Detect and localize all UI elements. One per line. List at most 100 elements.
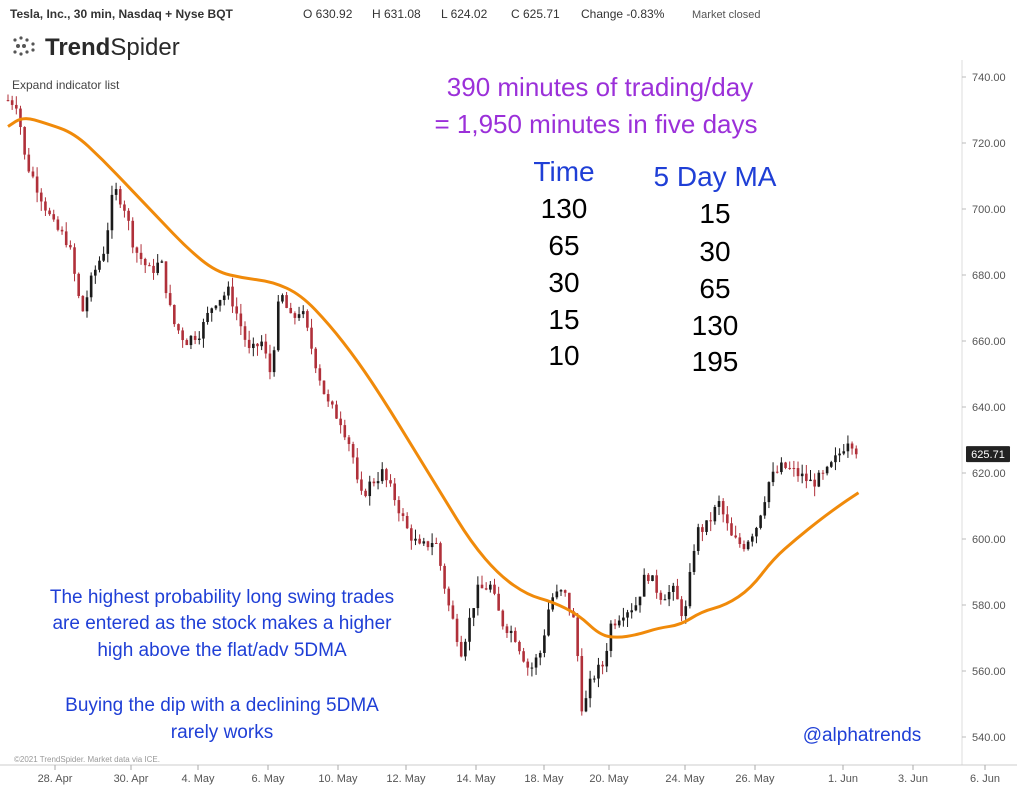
expand-indicator-list-link[interactable]: Expand indicator list [12, 78, 120, 92]
svg-text:625.71: 625.71 [971, 449, 1005, 461]
candle-body [11, 100, 14, 105]
candle-body [269, 354, 272, 373]
candle-body [206, 313, 209, 322]
candle-body [352, 444, 355, 457]
candle-body [447, 589, 450, 606]
candle-body [722, 501, 725, 514]
last-price-tag: 625.71 [966, 446, 1010, 462]
candle-body [626, 612, 629, 617]
candle-body [23, 127, 26, 155]
candle-body [797, 468, 800, 476]
candle-body [784, 462, 787, 467]
x-tick-label: 28. Apr [38, 773, 73, 785]
candle-body [689, 572, 692, 606]
x-tick-label: 6. May [251, 773, 285, 785]
candle-body [709, 520, 712, 521]
candle-body [502, 611, 505, 627]
candle-body [40, 193, 43, 202]
x-tick-label: 4. May [181, 773, 215, 785]
candle-body [763, 502, 766, 515]
candle-body [443, 566, 446, 589]
candle-body [601, 665, 604, 667]
time-value: 30 [548, 267, 579, 298]
candle-body [635, 605, 638, 610]
x-tick-label: 18. May [524, 773, 564, 785]
author-handle: @alphatrends [803, 725, 922, 746]
price-axis: 540.00560.00580.00600.00620.00640.00660.… [962, 72, 1006, 744]
candle-body [202, 322, 205, 339]
candle-body [343, 425, 346, 437]
candle-body [847, 444, 850, 452]
candle-body [639, 597, 642, 606]
candle-body [468, 618, 471, 642]
candle-body [348, 437, 351, 444]
candle-body [314, 349, 317, 369]
candle-body [564, 590, 567, 593]
candle-body [431, 543, 434, 547]
candle-body [277, 302, 280, 351]
candle-body [759, 516, 762, 528]
candle-body [398, 500, 401, 513]
candle-body [834, 455, 837, 462]
candle-body [481, 585, 484, 589]
y-tick-label: 640.00 [972, 402, 1006, 414]
candle-body [273, 350, 276, 372]
y-tick-label: 700.00 [972, 204, 1006, 216]
candle-body [248, 340, 251, 348]
candle-body [585, 698, 588, 711]
market-status: Market closed [692, 9, 760, 21]
candle-body [15, 105, 18, 109]
time-value: 10 [548, 340, 579, 371]
candle-body [52, 214, 55, 219]
candle-body [373, 482, 376, 484]
candle-body [593, 679, 596, 680]
candle-body [614, 624, 617, 626]
candle-body [231, 287, 234, 307]
time-column-header: Time [533, 156, 594, 187]
candle-body [331, 401, 334, 404]
candle-body [82, 296, 85, 311]
chart-symbol-label: Tesla, Inc., 30 min, Nasdaq + Nyse BQT [10, 7, 234, 21]
candle-body [788, 468, 791, 469]
candle-body [98, 261, 101, 270]
candle-body [131, 221, 134, 248]
candle-body [651, 575, 654, 581]
candle-body [506, 626, 509, 633]
candle-body [701, 527, 704, 532]
candle-body [427, 541, 430, 547]
candle-body [327, 394, 330, 401]
candle-body [826, 467, 829, 473]
x-tick-label: 3. Jun [898, 773, 928, 785]
candle-body [676, 586, 679, 599]
candle-body [772, 472, 775, 482]
candle-body [57, 220, 60, 230]
candle-body [830, 462, 833, 467]
candle-body [115, 189, 118, 195]
candle-body [86, 297, 89, 311]
candle-body [77, 274, 80, 296]
ma-column-header: 5 Day MA [654, 161, 777, 192]
candle-body [302, 311, 305, 314]
candle-body [697, 527, 700, 551]
y-tick-label: 740.00 [972, 72, 1006, 84]
candle-body [298, 314, 301, 318]
x-tick-label: 26. May [735, 773, 775, 785]
candle-body [152, 266, 155, 273]
candle-body [776, 472, 779, 473]
candle-body [477, 585, 480, 608]
x-tick-label: 12. May [386, 773, 426, 785]
candle-body [389, 480, 392, 483]
close-value: C 625.71 [511, 7, 560, 21]
candle-body [805, 474, 808, 481]
candle-body [410, 528, 413, 540]
candle-body [622, 618, 625, 621]
y-tick-label: 580.00 [972, 600, 1006, 612]
candle-body [285, 295, 288, 308]
change-value: Change -0.83% [581, 7, 665, 21]
candle-body [801, 474, 804, 477]
candle-body [547, 609, 550, 635]
candle-body [684, 606, 687, 616]
candle-body [136, 247, 139, 252]
candle-body [385, 469, 388, 480]
